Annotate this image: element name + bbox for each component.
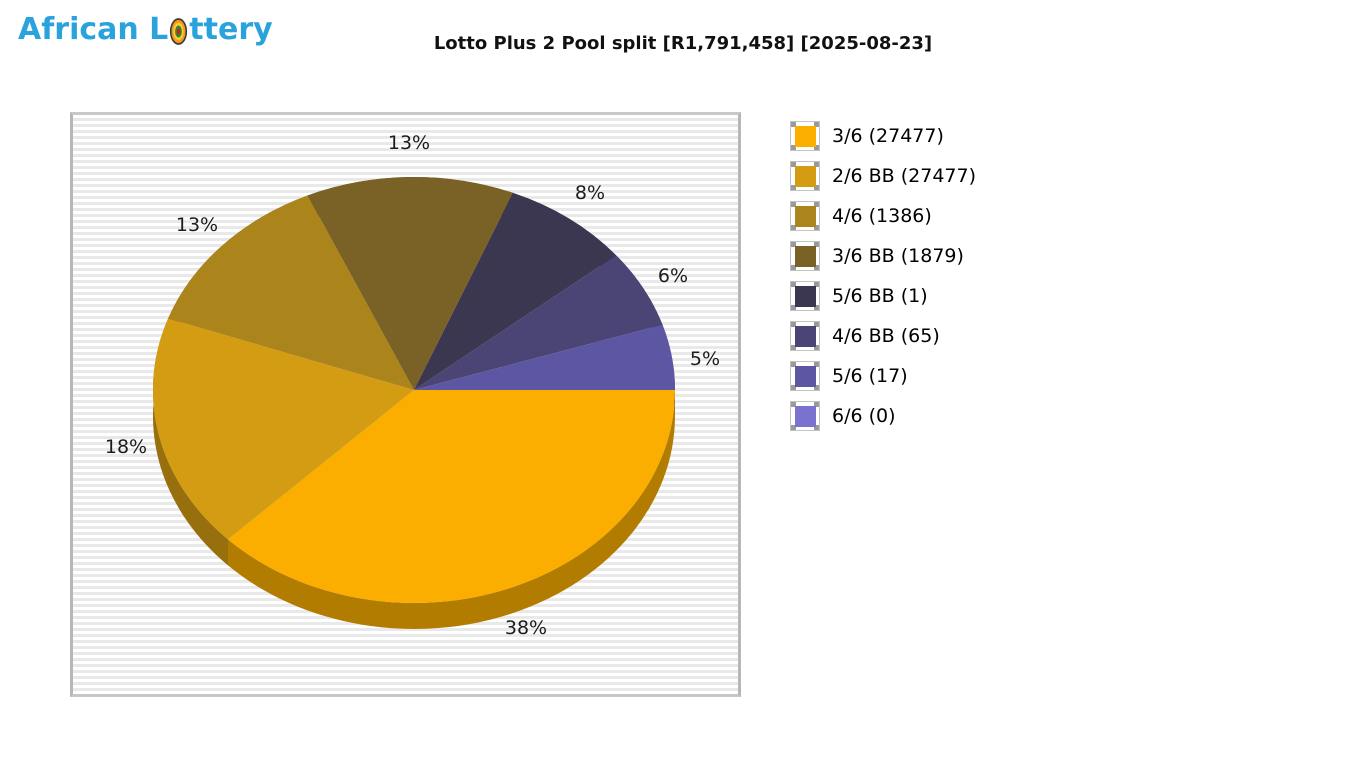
pie-slice-4-6 bbox=[168, 195, 414, 390]
slice-percent-label: 6% bbox=[658, 265, 688, 287]
pie-slice-3-6 bbox=[228, 390, 675, 603]
pie-slice-4-6-bb bbox=[414, 255, 663, 390]
legend: 3/6 (27477) 2/6 BB (27477) 4/6 (1386) 3/6 B… bbox=[790, 121, 976, 441]
pie-chart-svg: 38% 18% 13% 13% 8% 6% 5% bbox=[105, 132, 720, 639]
logo-text-before: African L bbox=[18, 12, 169, 47]
legend-item: 3/6 BB (1879) bbox=[790, 241, 976, 271]
legend-item: 4/6 (1386) bbox=[790, 201, 976, 231]
legend-swatch bbox=[790, 121, 820, 151]
legend-swatch bbox=[790, 161, 820, 191]
legend-item: 3/6 (27477) bbox=[790, 121, 976, 151]
legend-swatch bbox=[790, 321, 820, 351]
plot-area: 38% 18% 13% 13% 8% 6% 5% bbox=[70, 112, 741, 697]
legend-swatch bbox=[790, 401, 820, 431]
pie-slice-2-6-bb bbox=[152, 318, 414, 540]
legend-label: 3/6 (27477) bbox=[832, 125, 944, 147]
pie-slice-side-3-6 bbox=[228, 390, 675, 629]
legend-item: 5/6 (17) bbox=[790, 361, 976, 391]
lottery-ball-icon bbox=[170, 18, 188, 45]
legend-label: 4/6 (1386) bbox=[832, 205, 932, 227]
legend-item: 4/6 BB (65) bbox=[790, 321, 976, 351]
legend-label: 3/6 BB (1879) bbox=[832, 245, 964, 267]
legend-label: 4/6 BB (65) bbox=[832, 325, 940, 347]
logo-text-after: ttery bbox=[189, 12, 273, 47]
legend-item: 5/6 BB (1) bbox=[790, 281, 976, 311]
slice-percent-label: 38% bbox=[505, 617, 547, 639]
legend-swatch bbox=[790, 361, 820, 391]
pie-slice-3-6-bb bbox=[307, 177, 513, 390]
legend-swatch bbox=[790, 281, 820, 311]
chart-title: Lotto Plus 2 Pool split [R1,791,458] [20… bbox=[433, 33, 933, 54]
slice-percent-label: 13% bbox=[388, 132, 430, 154]
legend-label: 2/6 BB (27477) bbox=[832, 165, 976, 187]
pie-slice-5-6-bb bbox=[414, 192, 617, 390]
slice-percent-label: 18% bbox=[105, 436, 147, 458]
legend-item: 6/6 (0) bbox=[790, 401, 976, 431]
slice-percent-label: 8% bbox=[575, 182, 605, 204]
legend-label: 6/6 (0) bbox=[832, 405, 896, 427]
pie-slice-5-6 bbox=[414, 324, 675, 390]
slice-percent-label: 13% bbox=[176, 214, 218, 236]
legend-swatch bbox=[790, 201, 820, 231]
legend-label: 5/6 (17) bbox=[832, 365, 908, 387]
legend-item: 2/6 BB (27477) bbox=[790, 161, 976, 191]
site-logo[interactable]: African L ttery bbox=[18, 12, 273, 47]
slice-percent-label: 5% bbox=[690, 348, 720, 370]
legend-label: 5/6 BB (1) bbox=[832, 285, 928, 307]
legend-swatch bbox=[790, 241, 820, 271]
